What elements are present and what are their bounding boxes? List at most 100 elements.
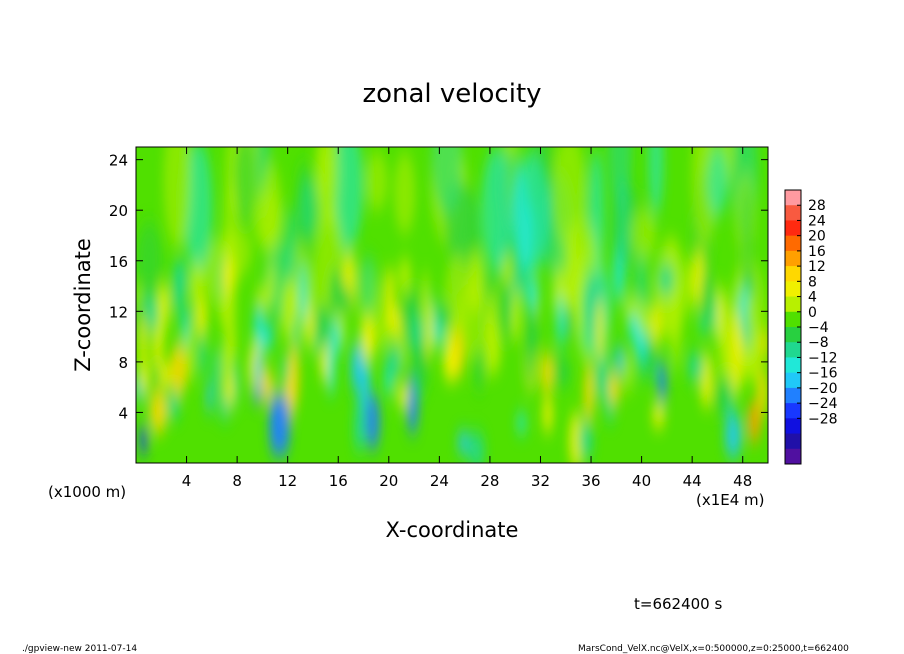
field-blob bbox=[136, 221, 163, 304]
heatmap-blobs bbox=[136, 147, 768, 463]
colorbar-swatch bbox=[785, 327, 801, 343]
field-blob bbox=[606, 373, 621, 405]
field-blob bbox=[595, 298, 605, 363]
field-blob bbox=[299, 263, 308, 323]
field-blob bbox=[178, 305, 193, 330]
x-tick-label: 48 bbox=[733, 472, 752, 490]
x-tick-label: 4 bbox=[182, 472, 192, 490]
field-blob bbox=[651, 403, 666, 429]
field-blob bbox=[422, 270, 429, 323]
field-blob bbox=[411, 342, 428, 396]
field-blob bbox=[540, 351, 554, 395]
field-blob bbox=[396, 383, 410, 409]
field-blob bbox=[153, 363, 160, 392]
colorbar-label: −24 bbox=[808, 396, 838, 412]
colorbar-label: 28 bbox=[808, 198, 826, 214]
field-blob bbox=[552, 357, 571, 387]
field-blob bbox=[624, 353, 632, 395]
colorbar-label: −8 bbox=[808, 335, 829, 351]
y-tick-label: 16 bbox=[109, 253, 128, 271]
field-blob bbox=[223, 375, 235, 407]
field-blob bbox=[358, 255, 378, 315]
colorbar-label: 4 bbox=[808, 290, 817, 306]
x-tick-label: 20 bbox=[379, 472, 398, 490]
colorbar-swatch bbox=[785, 433, 801, 450]
field-blob bbox=[552, 147, 586, 250]
field-blob bbox=[220, 256, 235, 296]
field-blob bbox=[212, 346, 221, 394]
field-blob bbox=[510, 286, 522, 344]
colorbar-label: −12 bbox=[808, 350, 838, 366]
field-blob bbox=[268, 392, 282, 457]
field-blob bbox=[163, 147, 192, 249]
field-blob bbox=[757, 366, 768, 417]
field-blob bbox=[525, 276, 539, 311]
field-blob bbox=[360, 316, 377, 362]
colorbar-swatch bbox=[785, 190, 801, 206]
field-blob bbox=[657, 361, 667, 404]
field-blob bbox=[259, 162, 283, 256]
colorbar-swatch bbox=[785, 250, 801, 267]
field-blob bbox=[410, 289, 421, 316]
field-blob bbox=[614, 344, 625, 375]
field-blob bbox=[686, 255, 693, 317]
field-blob bbox=[456, 431, 470, 455]
field-blob bbox=[366, 151, 388, 211]
colorbar-label: −4 bbox=[808, 320, 829, 336]
field-blob bbox=[761, 327, 768, 361]
field-blob bbox=[261, 325, 273, 349]
x-tick-label: 16 bbox=[329, 472, 348, 490]
colorbar-swatch bbox=[785, 403, 801, 419]
footer-right: MarsCond_VelX.nc@VelX,x=0:500000,z=0:250… bbox=[578, 644, 849, 654]
field-blob bbox=[714, 377, 730, 416]
field-blob bbox=[706, 147, 729, 216]
time-label: t=662400 s bbox=[634, 595, 722, 613]
field-blob bbox=[615, 176, 632, 270]
field-blob bbox=[206, 380, 213, 414]
field-blob bbox=[166, 391, 181, 419]
field-blob bbox=[389, 303, 401, 341]
field-blob bbox=[397, 257, 412, 295]
chart-title: zonal velocity bbox=[362, 79, 541, 109]
field-blob bbox=[198, 329, 207, 377]
field-blob bbox=[340, 286, 353, 314]
colorbar-label: 8 bbox=[808, 274, 817, 290]
colorbar-swatch bbox=[785, 266, 801, 282]
field-blob bbox=[172, 258, 188, 303]
field-blob bbox=[542, 395, 554, 434]
colorbar-swatch bbox=[785, 281, 801, 298]
field-blob bbox=[190, 261, 206, 309]
field-blob bbox=[306, 305, 314, 340]
field-blob bbox=[657, 263, 675, 296]
field-blob bbox=[516, 413, 527, 434]
colorbar-swatch bbox=[785, 357, 801, 374]
field-blob bbox=[222, 339, 234, 387]
colorbar-label: 24 bbox=[808, 213, 826, 229]
field-blob bbox=[442, 343, 458, 382]
field-blob bbox=[512, 170, 532, 272]
field-blob bbox=[648, 147, 664, 215]
field-blob bbox=[574, 264, 583, 294]
field-blob bbox=[381, 312, 389, 351]
colorbar-swatch bbox=[785, 342, 801, 358]
field-blob bbox=[468, 431, 486, 463]
field-blob bbox=[489, 288, 497, 352]
field-blob bbox=[254, 351, 263, 386]
field-blob bbox=[355, 421, 365, 445]
y-tick-label: 12 bbox=[109, 303, 128, 321]
colorbar-swatch bbox=[785, 205, 801, 221]
field-blob bbox=[329, 267, 345, 321]
field-blob bbox=[364, 393, 381, 451]
field-blob bbox=[638, 301, 650, 336]
x-axis: 4 8 12 16 20 24 28 32 36 40 44 48 bbox=[182, 147, 752, 490]
colorbar-label: 12 bbox=[808, 259, 826, 275]
field-blob bbox=[281, 281, 294, 341]
x-tick-label: 44 bbox=[683, 472, 702, 490]
field-blob bbox=[161, 282, 170, 327]
x-tick-label: 8 bbox=[232, 472, 242, 490]
x-unit-right: (x1E4 m) bbox=[696, 491, 765, 509]
x-tick-label: 24 bbox=[430, 472, 449, 490]
colorbar-label: 20 bbox=[808, 229, 826, 245]
field-blob bbox=[139, 425, 148, 455]
